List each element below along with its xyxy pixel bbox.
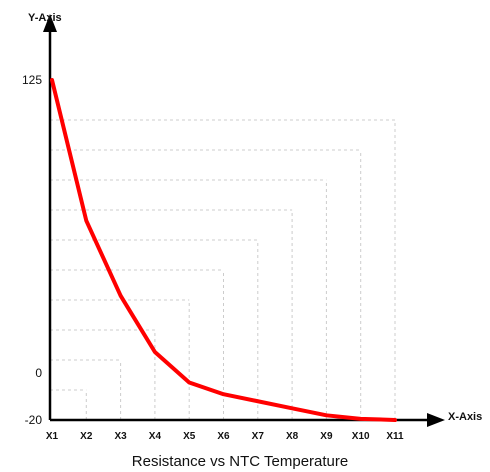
y-tick-label: 0 bbox=[35, 366, 42, 380]
x-tick-label: X8 bbox=[286, 431, 299, 442]
y-tick-label: -20 bbox=[25, 413, 43, 427]
x-tick-label: X7 bbox=[252, 431, 265, 442]
x-tick-label: X5 bbox=[183, 431, 196, 442]
series-line bbox=[50, 78, 397, 422]
y-tick-labels: 125 0 -20 bbox=[22, 73, 42, 427]
x-tick-label: X11 bbox=[386, 431, 404, 442]
x-tick-label: X9 bbox=[320, 431, 333, 442]
x-tick-label: X3 bbox=[114, 431, 127, 442]
x-axis-arrow-icon bbox=[427, 413, 445, 427]
x-tick-label: X6 bbox=[217, 431, 230, 442]
grid-lines bbox=[50, 119, 396, 420]
x-axis-title: X-Axis bbox=[448, 411, 482, 423]
x-tick-label: X1 bbox=[46, 431, 59, 442]
y-axis-arrow-icon bbox=[43, 14, 57, 32]
x-tick-label: X4 bbox=[149, 431, 162, 442]
x-tick-label: X10 bbox=[352, 431, 370, 442]
y-tick-label: 125 bbox=[22, 73, 42, 87]
x-tick-label: X2 bbox=[80, 431, 93, 442]
x-tick-labels: X1 X2 X3 X4 X5 X6 X7 X8 X9 X10 X11 bbox=[46, 431, 404, 442]
y-axis-title: Y-Axis bbox=[28, 12, 62, 24]
chart-title: Resistance vs NTC Temperature bbox=[132, 453, 348, 470]
